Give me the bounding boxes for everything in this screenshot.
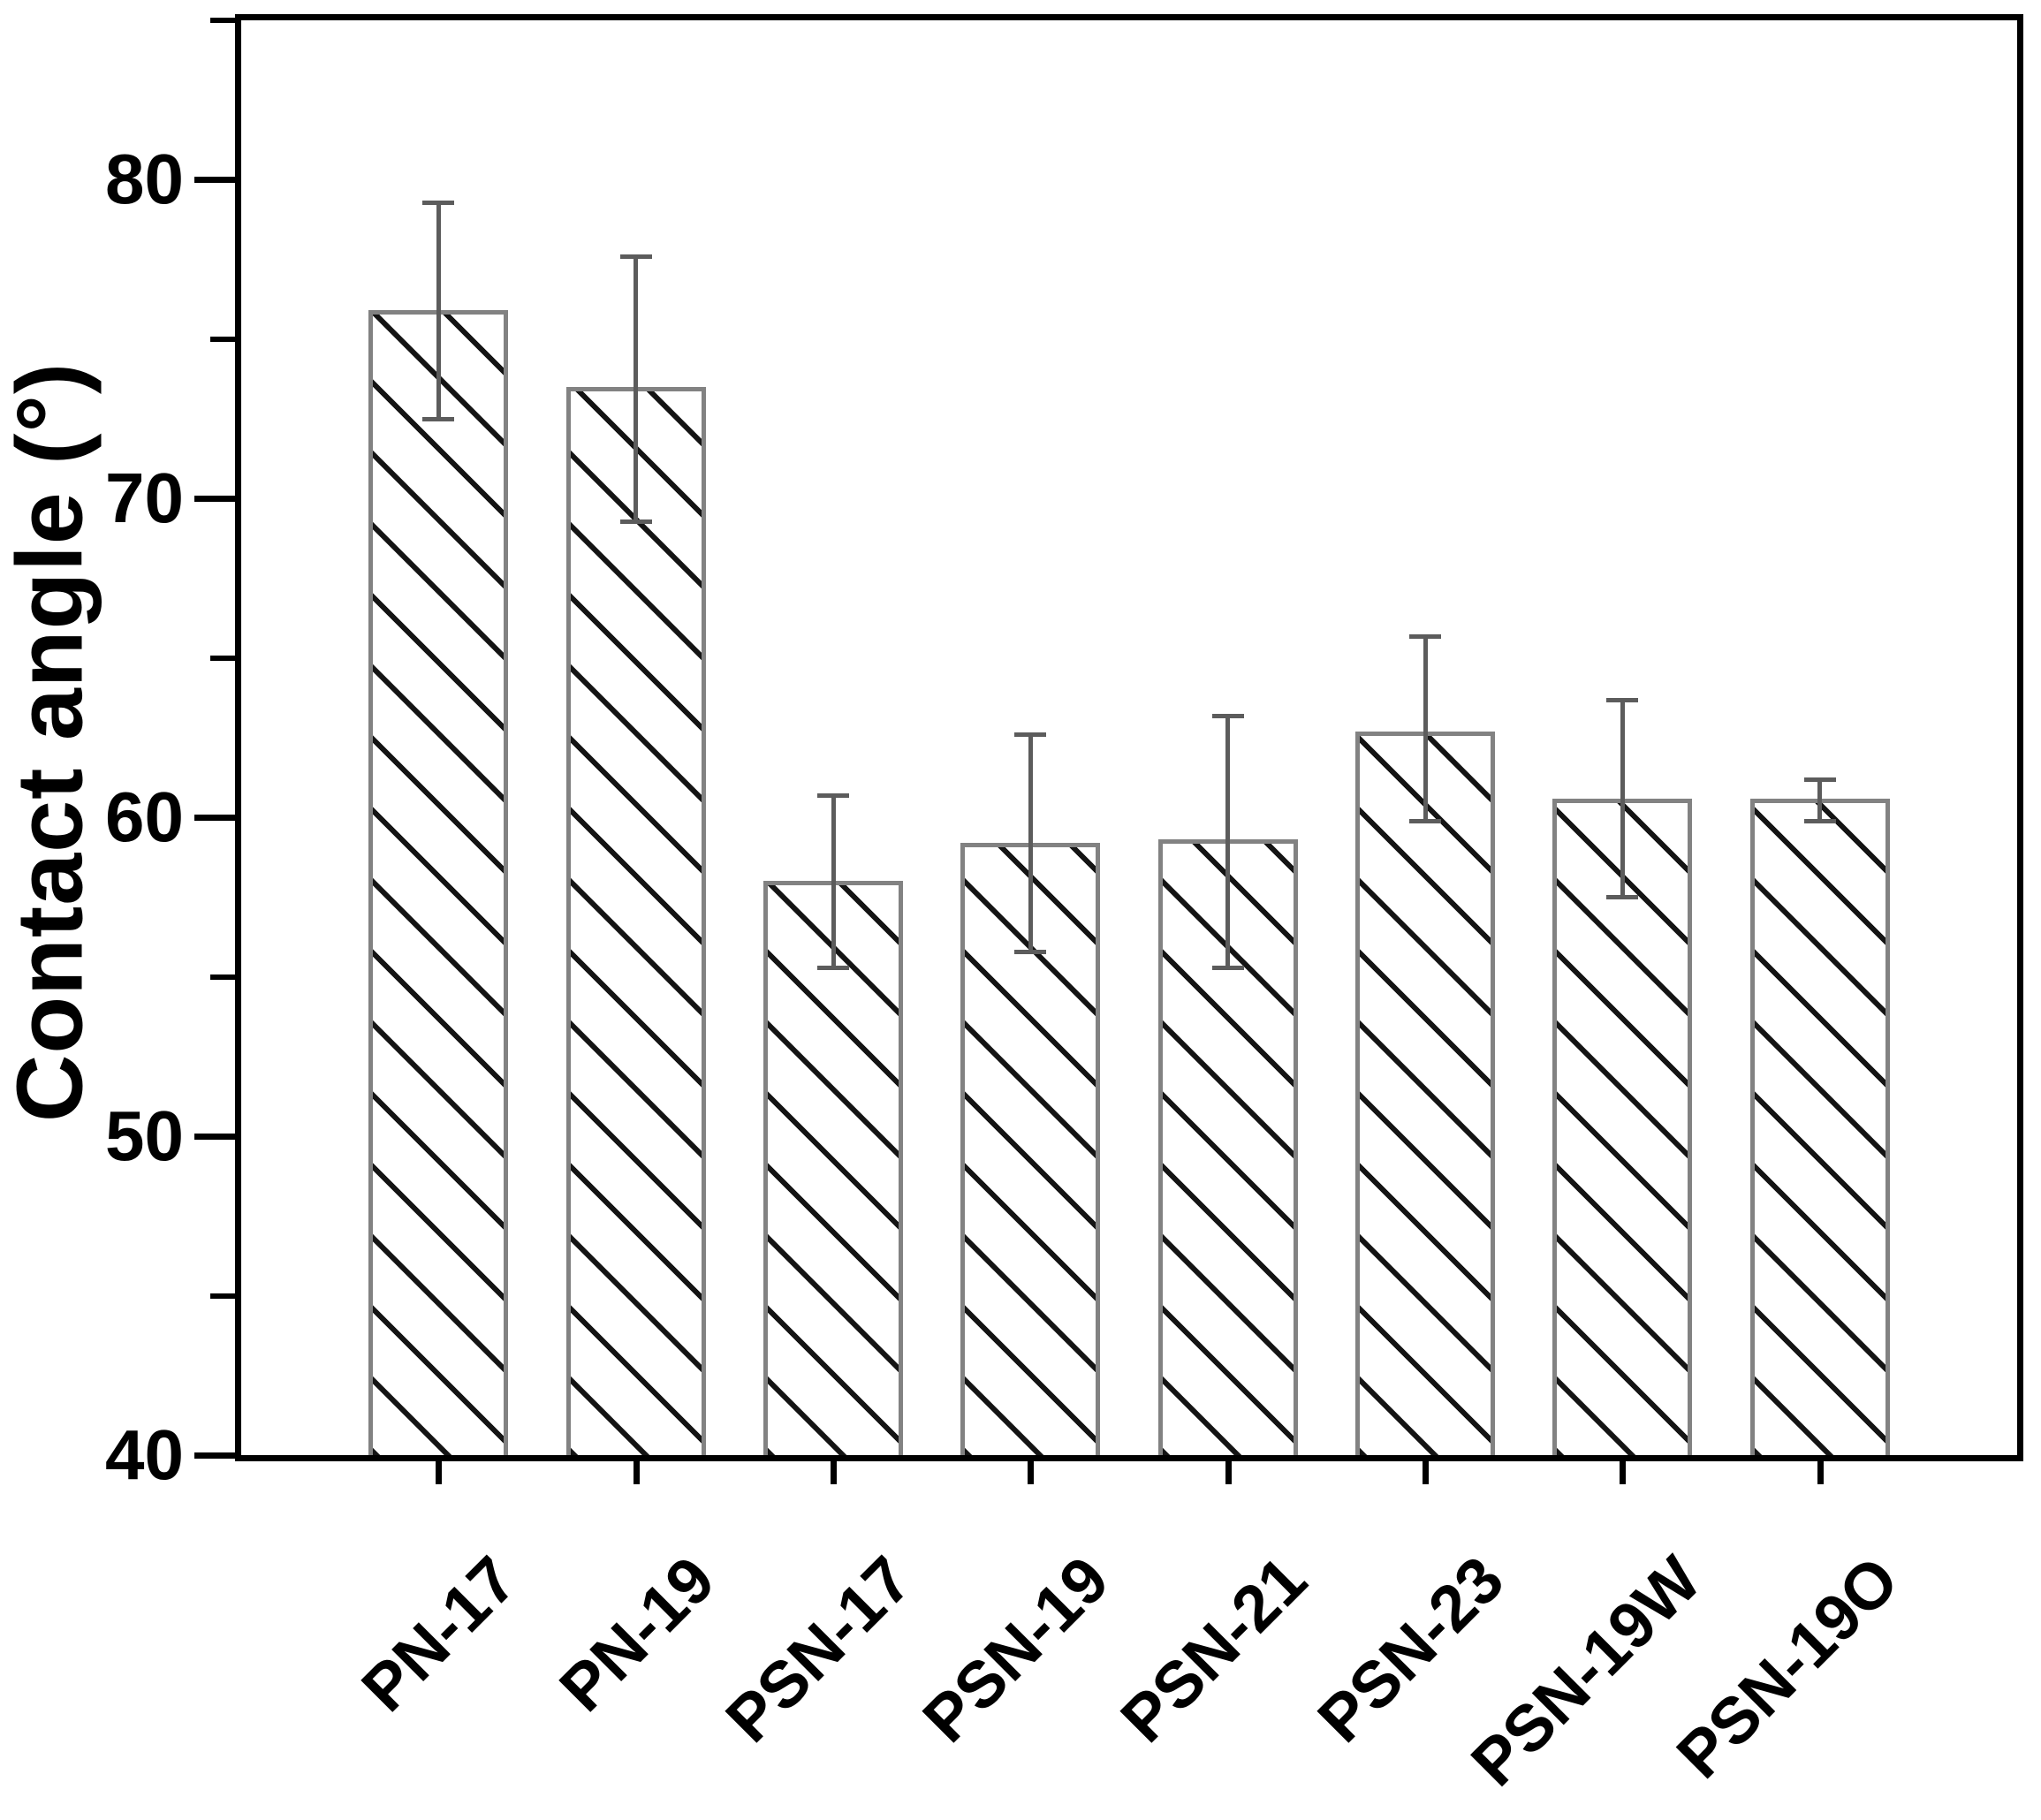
x-tick-label-PSN-21: PSN-21 (1106, 1542, 1321, 1756)
y-tick-label: 40 (105, 1415, 184, 1494)
bar-PSN-19W (1552, 798, 1693, 1460)
error-cap-bottom (1014, 949, 1047, 954)
error-bar-PSN-19 (1028, 734, 1033, 952)
x-tick (436, 1461, 443, 1484)
error-cap-top (1803, 777, 1836, 782)
error-bar-PN-19 (634, 256, 639, 521)
y-tick-major (194, 496, 235, 503)
x-tick (831, 1461, 837, 1484)
y-tick-minor (210, 655, 235, 661)
error-bar-PSN-23 (1423, 635, 1428, 821)
error-bar-PSN-21 (1225, 715, 1231, 967)
x-tick (1225, 1461, 1232, 1484)
y-tick-label: 50 (105, 1096, 184, 1176)
y-tick-minor (210, 1293, 235, 1299)
error-cap-top (1014, 732, 1047, 738)
error-cap-bottom (422, 417, 455, 422)
error-cap-bottom (1803, 818, 1836, 823)
x-tick-label-PN-19: PN-19 (545, 1542, 729, 1725)
y-tick-major (194, 1134, 235, 1141)
bar-PSN-19O (1749, 798, 1890, 1460)
x-tick (633, 1461, 640, 1484)
error-cap-bottom (817, 965, 849, 970)
x-tick-label-PSN-19: PSN-19 (908, 1542, 1123, 1756)
y-tick-minor (210, 974, 235, 980)
error-bar-PSN-19O (1817, 778, 1823, 821)
y-tick-major (194, 177, 235, 184)
error-cap-top (817, 792, 849, 798)
x-tick (1817, 1461, 1824, 1484)
error-bar-PN-17 (436, 201, 441, 420)
x-tick (1620, 1461, 1627, 1484)
error-cap-top (1211, 713, 1244, 718)
x-tick (1423, 1461, 1429, 1484)
y-tick-minor (210, 18, 235, 23)
error-cap-top (619, 254, 652, 260)
error-bar-PSN-17 (831, 794, 836, 967)
bar-PSN-17 (763, 881, 903, 1460)
error-cap-bottom (1211, 965, 1244, 970)
error-bar-PSN-19W (1620, 699, 1625, 898)
y-tick-label: 60 (105, 777, 184, 857)
y-tick-major (194, 1452, 235, 1459)
bar-PN-19 (565, 387, 706, 1460)
x-tick-label-PN-17: PN-17 (347, 1542, 531, 1725)
y-tick-label: 80 (105, 140, 184, 219)
error-cap-top (422, 200, 455, 205)
error-cap-bottom (619, 519, 652, 524)
error-cap-bottom (1606, 895, 1639, 900)
error-cap-bottom (1409, 818, 1441, 823)
error-cap-top (1606, 697, 1639, 702)
x-tick-label-PSN-17: PSN-17 (711, 1542, 926, 1756)
y-tick-minor (210, 336, 235, 342)
y-tick-label: 70 (105, 459, 184, 538)
bar-PSN-23 (1355, 731, 1495, 1460)
y-tick-major (194, 815, 235, 822)
x-tick (1028, 1461, 1035, 1484)
error-cap-top (1409, 633, 1441, 639)
bar-PN-17 (368, 310, 509, 1460)
